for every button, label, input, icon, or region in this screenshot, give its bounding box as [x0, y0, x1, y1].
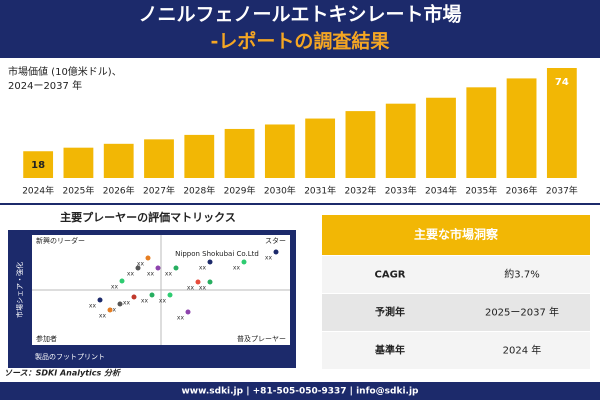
bar — [506, 78, 537, 178]
footer-band — [0, 382, 600, 400]
bar — [23, 151, 54, 178]
table-row — [322, 294, 590, 331]
table-value: 2025ー2037 年 — [485, 306, 559, 319]
x-tick-label: 2030年 — [264, 185, 296, 197]
chart-subtitle: 市場価値 (10億米ドル)、 — [8, 65, 122, 78]
matrix-point — [195, 279, 201, 285]
table-value: 2024 年 — [503, 344, 542, 357]
x-tick-label: 2033年 — [385, 185, 417, 197]
x-tick-label: 2031年 — [304, 185, 336, 197]
matrix-point — [149, 292, 155, 298]
footer: www.sdki.jp | +81-505-050-9337 | info@sd… — [181, 387, 419, 397]
bar — [345, 111, 376, 178]
x-tick-label: 2027年 — [143, 185, 175, 197]
matrix-x-axis: 製品のフットプリント — [35, 352, 105, 361]
x-tick-label: 2028年 — [183, 185, 215, 197]
quadrant-label: スター — [265, 236, 286, 245]
matrix-point — [273, 249, 279, 255]
matrix-point — [185, 309, 191, 315]
point-label: xx — [165, 271, 173, 278]
matrix-point — [119, 278, 125, 284]
x-tick-label: 2024年 — [22, 185, 54, 197]
bar — [546, 68, 577, 178]
point-label: xx — [177, 315, 185, 322]
matrix-point — [117, 301, 123, 307]
matrix-point — [131, 294, 137, 300]
x-tick-label: 2025年 — [62, 185, 94, 197]
point-label: xx — [89, 303, 97, 310]
point-label: xx — [111, 284, 119, 291]
table-row — [322, 332, 590, 369]
table-title: 主要な市場洞察 — [414, 227, 499, 242]
point-label: xx — [147, 271, 155, 278]
matrix-point — [97, 297, 103, 303]
table-value: 約3.7% — [504, 268, 539, 281]
x-tick-label: 2032年 — [344, 185, 376, 197]
chart-subtitle: 2024ー2037 年 — [8, 79, 82, 92]
value-label: 74 — [555, 77, 569, 88]
matrix-point — [241, 259, 247, 265]
matrix-point — [167, 292, 173, 298]
point-label: xx — [265, 255, 273, 262]
bar — [426, 97, 456, 178]
table-key: CAGR — [375, 270, 406, 281]
x-tick-label: 2035年 — [465, 185, 497, 197]
quadrant-label: 参加者 — [36, 334, 57, 343]
matrix-points: xxxxxxxxxxxxxxxxxxxxxxxxxxxxxxxxxx — [89, 249, 279, 322]
table-row — [322, 256, 590, 293]
bar — [264, 124, 295, 178]
point-label: xx — [159, 298, 167, 305]
table-key: 基準年 — [374, 344, 405, 357]
matrix-point — [135, 265, 141, 271]
point-label: xx — [99, 313, 107, 320]
x-tick-label: 2037年 — [546, 185, 578, 197]
matrix-point — [107, 307, 113, 313]
bar-chart: 2024年 18 2025年 2026年 2027年 2028年 2029年 2030年 203… — [22, 68, 578, 197]
point-label: xx — [187, 285, 195, 292]
bar — [144, 139, 174, 178]
bar — [63, 147, 94, 178]
point-label: xx — [123, 300, 131, 307]
point-label: xx — [199, 265, 207, 272]
value-label: 18 — [31, 160, 45, 171]
table-header — [322, 215, 590, 255]
header-band — [0, 0, 600, 58]
point-label: xx — [233, 265, 241, 272]
point-label: xx — [137, 261, 145, 268]
point-label: xx — [109, 307, 117, 314]
highlight-label: Nippon Shokubai Co.Ltd — [175, 250, 259, 258]
x-tick-label: 2036年 — [506, 185, 538, 197]
matrix-point — [207, 259, 213, 265]
title: -レポートの調査結果 — [211, 30, 390, 53]
point-label: xx — [141, 298, 149, 305]
matrix-title: 主要プレーヤーの評価マトリックス — [60, 210, 236, 224]
matrix-point — [155, 265, 161, 271]
bar — [466, 87, 497, 178]
matrix-y-axis: 市場シェア・強化 — [15, 262, 24, 318]
quadrant-label: 普及プレーヤー — [237, 334, 286, 343]
x-tick-label: 2026年 — [103, 185, 135, 197]
source: ソース：SDKI Analytics 分析 — [4, 369, 122, 378]
matrix-point — [173, 265, 179, 271]
title: ノニルフェノールエトキシレート市場 — [138, 3, 461, 26]
bar — [103, 143, 134, 178]
quadrant-label: 新興のリーダー — [36, 236, 85, 245]
matrix-point — [145, 255, 151, 261]
table-key: 予測年 — [375, 306, 405, 319]
bar — [305, 118, 336, 178]
bar — [224, 128, 255, 178]
point-label: xx — [127, 271, 135, 278]
x-tick-label: 2029年 — [224, 185, 256, 197]
point-label: xx — [199, 285, 207, 292]
matrix-point — [207, 279, 213, 285]
bar — [385, 103, 416, 178]
bar — [184, 134, 215, 178]
x-tick-label: 2034年 — [425, 185, 457, 197]
